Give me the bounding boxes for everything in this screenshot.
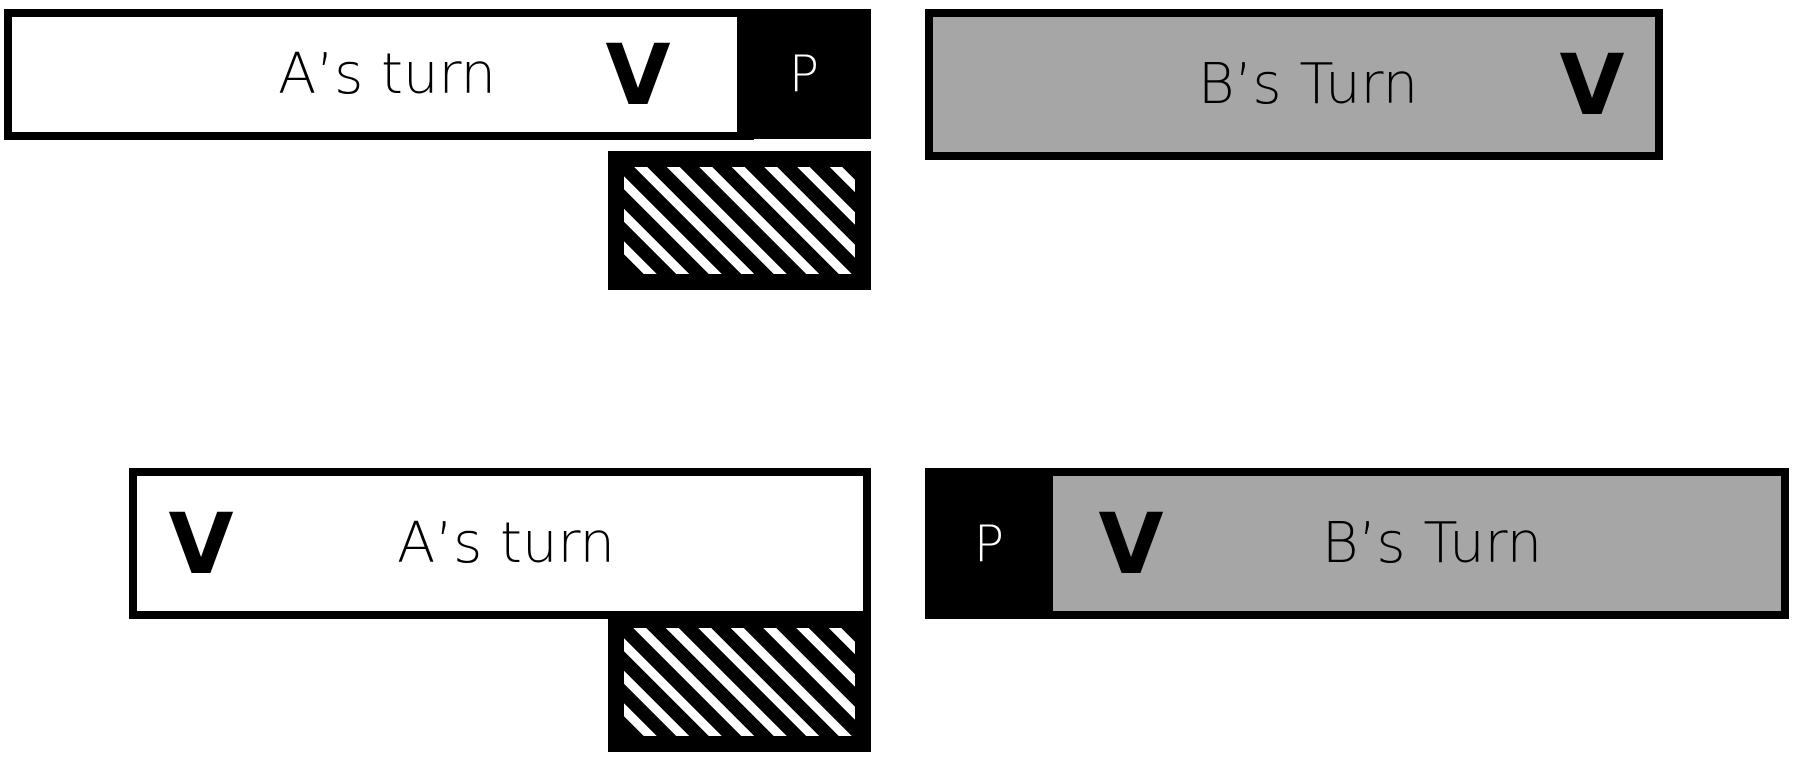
top-b-turn-bar: B’s Turn V (925, 9, 1663, 160)
top-hatched-block (608, 151, 871, 290)
bottom-b-v-marker: V (1098, 494, 1164, 593)
top-b-turn-label: B’s Turn (1197, 51, 1419, 117)
bottom-hatched-block (608, 612, 871, 752)
top-a-v-marker: V (605, 25, 671, 124)
bottom-a-v-marker: V (168, 494, 234, 593)
bottom-p-label: P (973, 514, 1005, 573)
bottom-b-turn-bar: V B’s Turn (1045, 468, 1789, 619)
bottom-p-block: P (925, 468, 1053, 619)
top-b-v-marker: V (1559, 35, 1625, 134)
top-hatch-pattern (624, 167, 855, 274)
bottom-a-turn-label: A’s turn (396, 510, 616, 576)
bottom-hatch-pattern (624, 628, 855, 736)
top-p-block: P (737, 9, 871, 139)
top-p-label: P (788, 45, 820, 103)
bottom-a-turn-bar: V A’s turn (129, 468, 871, 619)
bottom-b-turn-label: B’s Turn (1321, 510, 1543, 576)
top-a-turn-bar: A’s turn V (4, 9, 754, 140)
top-a-turn-label: A’s turn (277, 41, 497, 107)
